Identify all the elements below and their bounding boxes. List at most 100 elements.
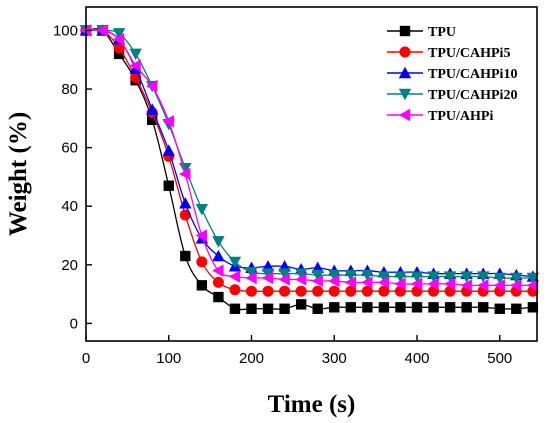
y-tick-label: 80 [61,81,78,98]
y-tick-label: 20 [61,257,78,274]
data-point [428,302,439,313]
data-point [344,276,357,289]
data-point [526,272,540,285]
data-point [394,277,406,291]
data-point [129,48,142,61]
data-point [410,271,424,283]
data-point [510,272,523,285]
legend-label: TPU/CAHPi10 [428,67,517,82]
series-line [85,29,533,278]
series-4 [79,24,539,292]
series-line [85,28,533,292]
data-point [361,269,374,282]
data-point [229,303,241,314]
data-point [213,291,224,303]
data-point [179,197,192,209]
data-point [229,284,241,296]
data-point [311,274,323,288]
data-point [228,256,242,269]
data-point [510,279,522,292]
data-point [179,209,191,221]
data-point [195,203,209,216]
legend-label: TPU/AHPi [428,109,493,124]
data-point [345,285,357,297]
legend-label: TPU/CAHPi20 [428,88,517,103]
data-point [146,79,158,93]
data-point [477,271,490,283]
chart-plot-area [79,24,540,314]
legend-label: TPU/CAHPi5 [428,46,510,61]
data-point [162,144,175,156]
legend-marker [398,108,411,122]
data-point [295,299,307,310]
data-point [311,269,324,282]
data-point [245,266,258,279]
data-point [361,276,373,289]
x-tick-label: 500 [487,350,512,367]
series-3 [79,25,540,285]
data-point [96,24,108,37]
data-point [394,271,407,283]
data-point [411,302,423,313]
data-point [494,303,505,314]
data-point [345,302,357,313]
series-line [85,28,533,311]
series-line [85,29,533,287]
data-point [312,285,324,297]
x-tick-label: 200 [239,350,264,367]
legend-marker [399,25,411,37]
data-point [278,268,291,280]
series-2 [79,24,540,282]
data-point [228,270,241,283]
data-point [212,264,224,277]
data-point [329,302,340,313]
data-point [395,302,406,313]
data-point [278,273,290,286]
data-point [113,48,125,60]
data-point [246,285,258,297]
data-point [410,277,423,291]
data-point [196,256,208,268]
data-point [344,269,358,282]
data-point [477,279,489,292]
data-point [212,276,224,288]
data-point [377,276,390,289]
data-point [146,103,159,115]
data-point [427,277,439,291]
data-point [294,273,307,286]
x-tick-label: 300 [322,350,347,367]
data-point [294,268,308,280]
y-tick-label: 100 [53,22,78,39]
data-point [162,115,174,128]
data-point [328,285,340,297]
data-point [246,303,257,314]
data-point [196,280,208,291]
y-tick-label: 60 [61,140,78,157]
data-point [527,302,539,313]
data-point [460,279,472,292]
data-point [378,302,390,313]
data-point [378,285,390,297]
data-point [262,303,274,314]
x-tick-label: 400 [404,350,429,367]
legend-label: TPU [428,25,456,40]
data-point [443,277,456,291]
data-point [112,33,125,46]
data-point [245,271,257,285]
data-point [212,236,225,248]
data-point [460,271,473,283]
data-point [443,271,457,283]
legend-marker [398,88,412,101]
data-point [444,302,456,313]
data-point [279,303,290,314]
data-point [129,59,141,72]
data-point [427,271,440,283]
data-point [526,279,539,292]
data-point [180,250,191,262]
data-point [493,279,505,292]
x-tick-label: 100 [156,350,181,367]
data-point [195,229,208,242]
y-axis-title: Weight (%) [5,112,32,236]
axis-ticks: 0 100 200 300 400 500 0 20 40 60 80 100 [53,22,512,367]
data-point [112,28,126,40]
